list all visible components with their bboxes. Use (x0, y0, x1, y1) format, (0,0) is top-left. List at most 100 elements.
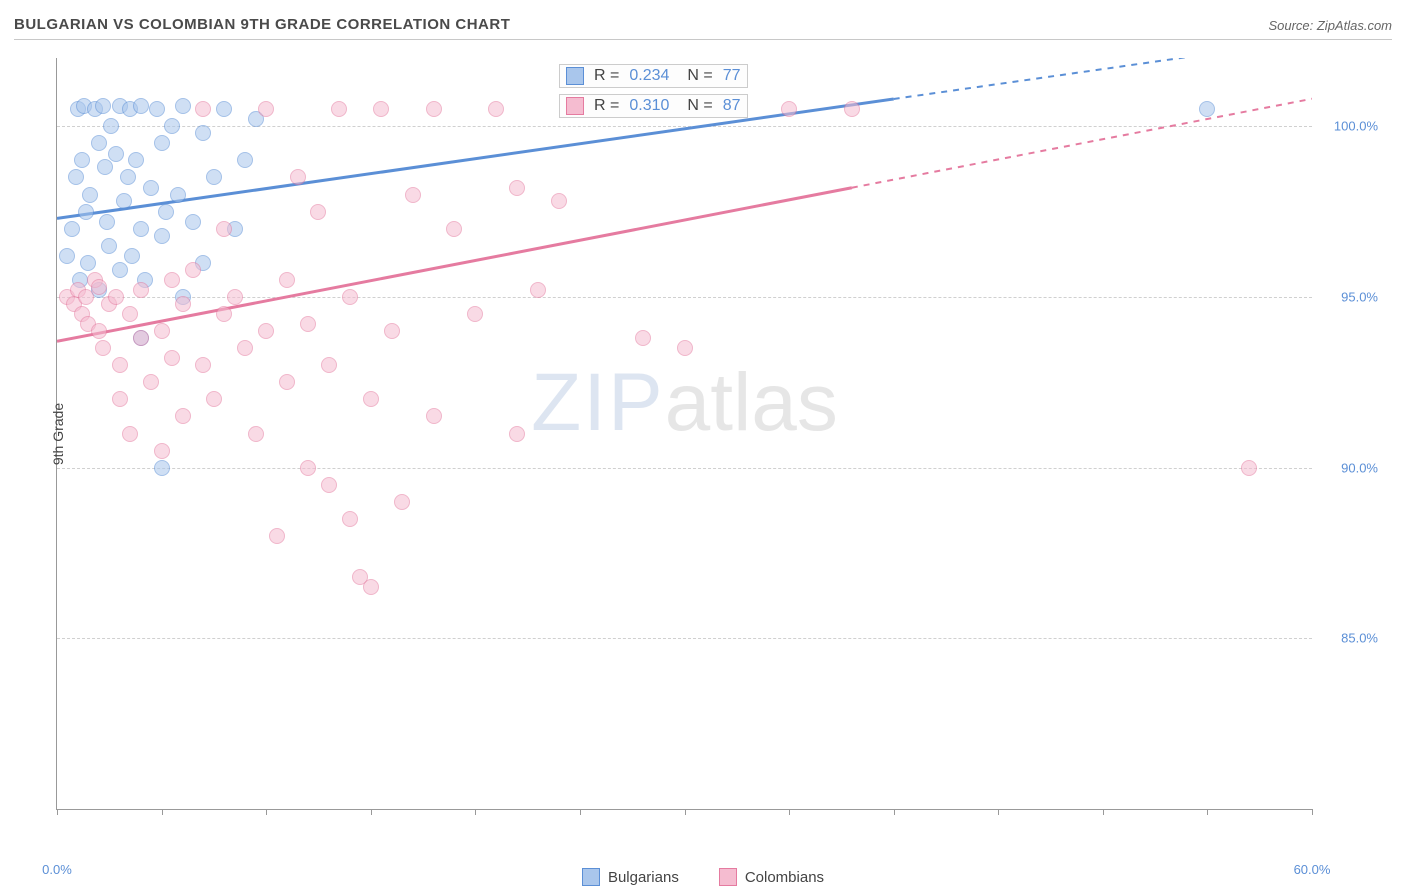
data-point (363, 579, 379, 595)
stat-n-label: N = (687, 97, 712, 115)
y-tick-label: 95.0% (1341, 289, 1378, 304)
legend-item-bulgarians: Bulgarians (582, 868, 679, 886)
data-point (206, 391, 222, 407)
data-point (91, 323, 107, 339)
stat-n-label: N = (687, 67, 712, 85)
data-point (154, 135, 170, 151)
stat-swatch (566, 97, 584, 115)
data-point (195, 101, 211, 117)
x-tick-mark (998, 809, 999, 815)
data-point (154, 323, 170, 339)
x-tick-mark (266, 809, 267, 815)
chart-header: BULGARIAN VS COLOMBIAN 9TH GRADE CORRELA… (14, 8, 1392, 40)
data-point (195, 357, 211, 373)
data-point (635, 330, 651, 346)
legend-swatch-bulgarians (582, 868, 600, 886)
chart-source: Source: ZipAtlas.com (1268, 18, 1392, 33)
data-point (467, 306, 483, 322)
gridline (57, 297, 1312, 298)
data-point (164, 350, 180, 366)
data-point (95, 340, 111, 356)
data-point (844, 101, 860, 117)
x-tick-mark (685, 809, 686, 815)
data-point (64, 221, 80, 237)
trend-lines (57, 58, 1312, 809)
watermark-part1: ZIP (531, 357, 665, 448)
data-point (97, 159, 113, 175)
data-point (269, 528, 285, 544)
data-point (74, 152, 90, 168)
data-point (116, 193, 132, 209)
data-point (91, 135, 107, 151)
gridline (57, 126, 1312, 127)
chart-title: BULGARIAN VS COLOMBIAN 9TH GRADE CORRELA… (14, 16, 510, 33)
data-point (170, 187, 186, 203)
stat-r-value: 0.310 (629, 97, 669, 115)
x-tick-mark (371, 809, 372, 815)
data-point (128, 152, 144, 168)
data-point (290, 169, 306, 185)
data-point (677, 340, 693, 356)
data-point (530, 282, 546, 298)
data-point (509, 180, 525, 196)
x-tick-mark (894, 809, 895, 815)
data-point (488, 101, 504, 117)
data-point (781, 101, 797, 117)
correlation-stat-box: R =0.310N =87 (559, 94, 748, 118)
data-point (133, 221, 149, 237)
stat-n-value: 77 (723, 67, 741, 85)
data-point (68, 169, 84, 185)
data-point (112, 262, 128, 278)
data-point (321, 357, 337, 373)
data-point (82, 187, 98, 203)
data-point (446, 221, 462, 237)
legend: Bulgarians Colombians (0, 868, 1406, 886)
data-point (185, 262, 201, 278)
y-axis-label: 9th Grade (50, 402, 66, 464)
y-tick-label: 90.0% (1341, 460, 1378, 475)
watermark: ZIPatlas (531, 356, 838, 450)
data-point (1199, 101, 1215, 117)
data-point (80, 255, 96, 271)
data-point (133, 98, 149, 114)
data-point (158, 204, 174, 220)
data-point (426, 408, 442, 424)
data-point (300, 460, 316, 476)
stat-r-label: R = (594, 67, 619, 85)
data-point (133, 282, 149, 298)
data-point (310, 204, 326, 220)
data-point (185, 214, 201, 230)
data-point (279, 272, 295, 288)
data-point (342, 511, 358, 527)
stat-r-value: 0.234 (629, 67, 669, 85)
watermark-part2: atlas (665, 357, 838, 448)
data-point (321, 477, 337, 493)
chart-area: 9th Grade ZIPatlas 85.0%90.0%95.0%100.0%… (14, 48, 1392, 852)
data-point (405, 187, 421, 203)
data-point (1241, 460, 1257, 476)
legend-label: Bulgarians (608, 869, 679, 886)
data-point (112, 357, 128, 373)
data-point (384, 323, 400, 339)
data-point (248, 426, 264, 442)
data-point (133, 330, 149, 346)
data-point (175, 296, 191, 312)
data-point (78, 204, 94, 220)
x-tick-mark (789, 809, 790, 815)
data-point (175, 408, 191, 424)
data-point (122, 306, 138, 322)
data-point (331, 101, 347, 117)
data-point (216, 221, 232, 237)
data-point (124, 248, 140, 264)
data-point (216, 306, 232, 322)
data-point (154, 443, 170, 459)
data-point (342, 289, 358, 305)
data-point (154, 228, 170, 244)
data-point (373, 101, 389, 117)
stat-swatch (566, 67, 584, 85)
x-tick-mark (1103, 809, 1104, 815)
x-tick-mark (580, 809, 581, 815)
legend-item-colombians: Colombians (719, 868, 824, 886)
data-point (237, 152, 253, 168)
data-point (91, 279, 107, 295)
